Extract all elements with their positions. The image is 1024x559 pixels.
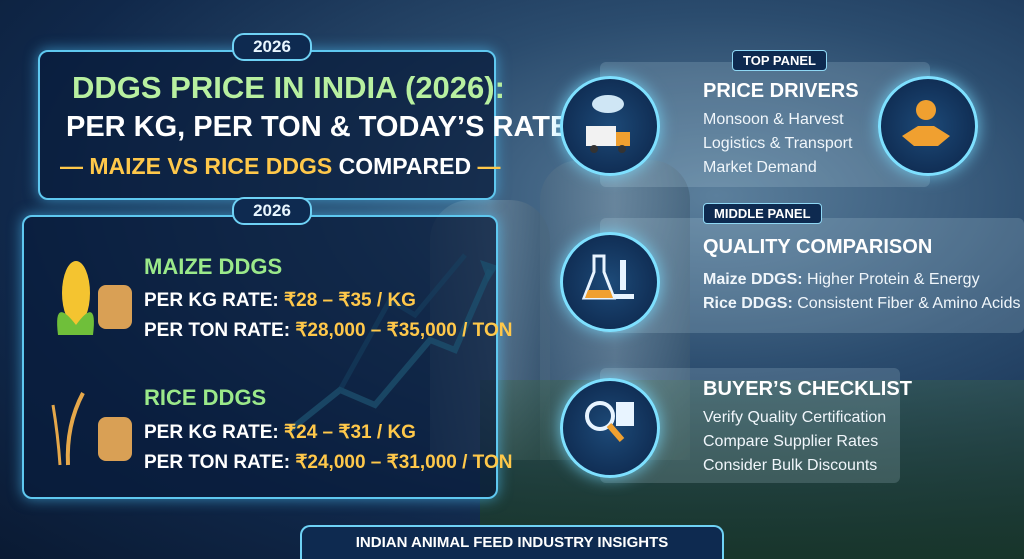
panel-item: Market Demand [703, 159, 817, 176]
lab-icon [581, 254, 634, 300]
panel-item: Maize DDGS: Higher Protein & Energy [703, 268, 1020, 292]
corn-icon [57, 261, 132, 335]
rate-label: PER TON RATE: [144, 320, 291, 341]
rate-line: PER TON RATE: ₹24,000 – ₹31,000 / TON [144, 451, 512, 474]
title-highlight: MAIZE VS RICE DDGS [89, 153, 333, 179]
panel-list: Verify Quality Certification Compare Sup… [703, 406, 886, 478]
footer-bar [300, 525, 724, 559]
panel-item: Compare Supplier Rates [703, 433, 879, 450]
rate-line: PER KG RATE: ₹24 – ₹31 / KG [144, 421, 416, 444]
handshake-icon [902, 100, 950, 146]
rate-value: ₹24,000 – ₹31,000 / TON [295, 452, 513, 473]
item-name: Maize DDGS: [703, 271, 803, 288]
icon-circle [560, 232, 660, 332]
panel-heading: QUALITY COMPARISON [703, 236, 933, 258]
rate-label: PER KG RATE: [144, 422, 279, 443]
panel-label: TOP PANEL [732, 50, 827, 71]
year-badge: 2026 [232, 33, 312, 61]
rate-value: ₹28,000 – ₹35,000 / TON [295, 320, 513, 341]
title-line: — MAIZE VS RICE DDGS COMPARED — [60, 153, 501, 179]
rate-line: PER KG RATE: ₹28 – ₹35 / KG [144, 289, 416, 312]
item-text: Higher Protein & Energy [807, 271, 980, 288]
year-badge: 2026 [232, 197, 312, 225]
title-line: DDGS PRICE IN INDIA (2026): [72, 70, 505, 105]
title-rest: COMPARED [338, 153, 472, 179]
rate-line: PER TON RATE: ₹28,000 – ₹35,000 / TON [144, 319, 512, 342]
section-heading: MAIZE DDGS [144, 254, 283, 279]
panel-item: Verify Quality Certification [703, 409, 887, 426]
panel-item: Logistics & Transport [703, 135, 853, 152]
footer-text: INDIAN ANIMAL FEED INDUSTRY INSIGHTS [355, 534, 669, 551]
panel-item: Monsoon & Harvest [703, 111, 844, 128]
rate-value: ₹28 – ₹35 / KG [284, 290, 416, 311]
panel-label: MIDDLE PANEL [703, 203, 822, 224]
item-text: Consistent Fiber & Amino Acids [797, 295, 1021, 312]
truck-icon [586, 95, 630, 153]
panel-item: Consider Bulk Discounts [703, 457, 878, 474]
panel-list: Maize DDGS: Higher Protein & Energy Rice… [703, 268, 1020, 316]
middle-panel [600, 218, 1024, 333]
panel-heading: PRICE DRIVERS [703, 80, 859, 102]
checklist-icon [585, 401, 634, 442]
rate-label: PER TON RATE: [144, 452, 291, 473]
rate-label: PER KG RATE: [144, 290, 279, 311]
panel-list: Monsoon & Harvest Logistics & Transport … [703, 108, 852, 180]
item-name: Rice DDGS: [703, 295, 793, 312]
rate-value: ₹24 – ₹31 / KG [284, 422, 416, 443]
panel-item: Rice DDGS: Consistent Fiber & Amino Acid… [703, 292, 1020, 316]
rice-icon [51, 392, 132, 466]
panel-heading: BUYER’S CHECKLIST [703, 378, 912, 400]
section-heading: RICE DDGS [144, 385, 267, 410]
title-line: PER KG, PER TON & TODAY’S RATE [66, 111, 570, 143]
